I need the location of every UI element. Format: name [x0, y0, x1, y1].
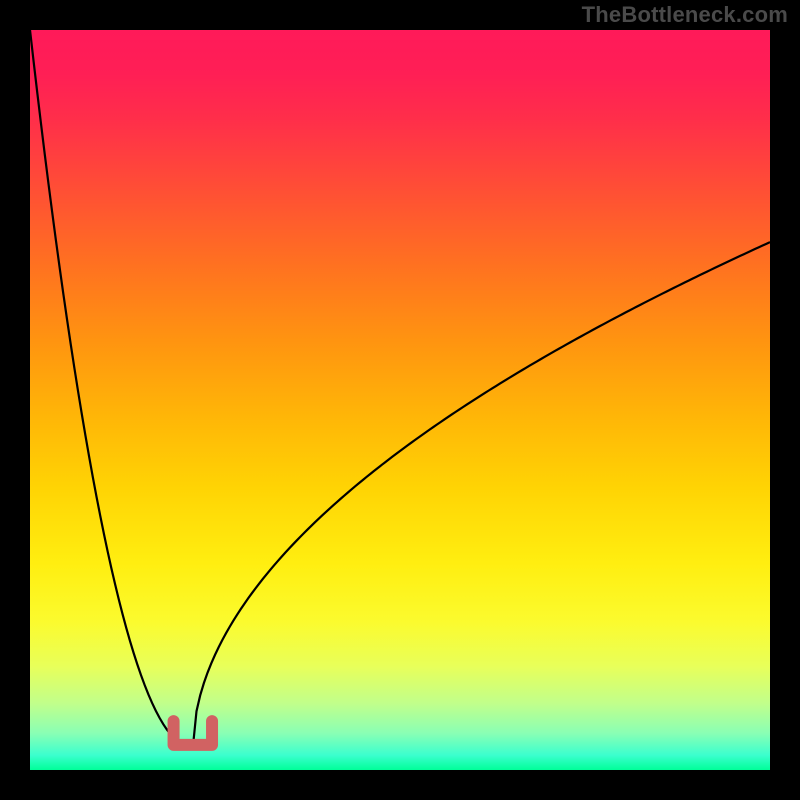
watermark-text: TheBottleneck.com [582, 2, 788, 28]
plot-background [30, 30, 770, 770]
bottleneck-chart [0, 0, 800, 800]
chart-stage: TheBottleneck.com [0, 0, 800, 800]
